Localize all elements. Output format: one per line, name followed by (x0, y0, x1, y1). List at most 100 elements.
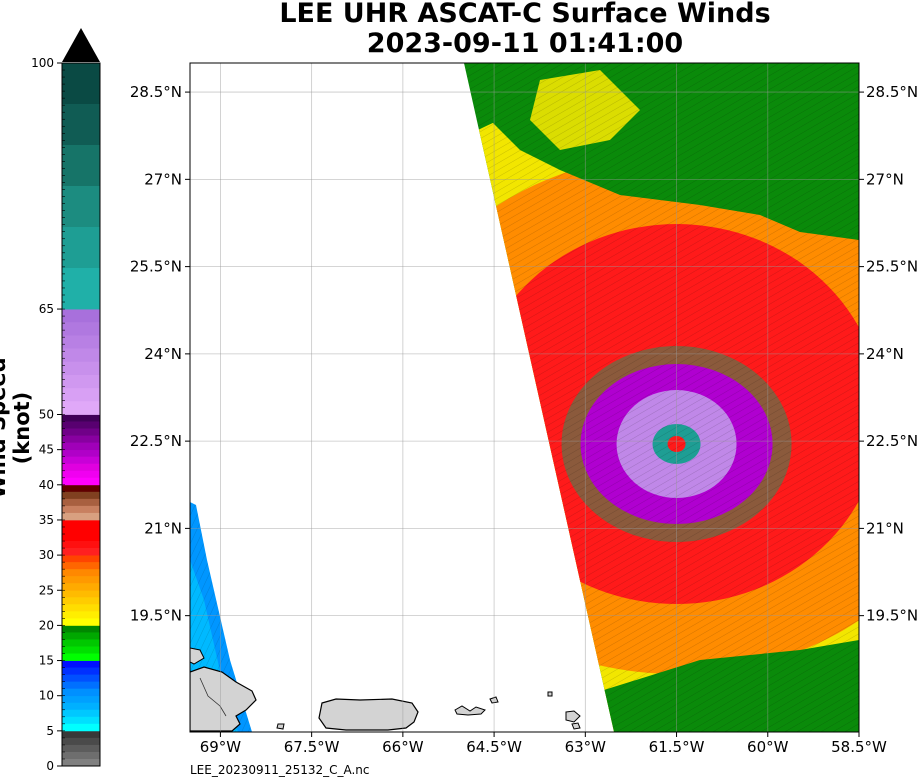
colorbar-swatch-7-3 (62, 505, 100, 514)
lon-tick-label: 66°W (382, 738, 424, 756)
colorbar-swatch-5-1 (62, 562, 100, 570)
land-masses (190, 647, 581, 732)
lon-tick-label: 63°W (565, 738, 607, 756)
colorbar-swatch-7-2 (62, 498, 100, 507)
colorbar-swatch-10-1 (62, 322, 100, 336)
lat-tick-label-right: 24°N (866, 345, 904, 363)
colorbar-tick-label: 25 (39, 583, 54, 597)
colorbar-swatch-2-2 (62, 674, 100, 683)
colorbar-swatch-10-4 (62, 361, 100, 376)
colorbar-swatch-4-4 (62, 618, 100, 626)
colorbar-swatch-7-1 (62, 491, 100, 500)
plot-datetime: 2023-09-11 01:41:00 (366, 28, 684, 59)
colorbar-swatch-6-0 (62, 519, 100, 528)
colorbar-swatch-6-2 (62, 534, 100, 542)
source-filename: LEE_20230911_25132_C_A.nc (190, 763, 370, 777)
colorbar-swatch-1-0 (62, 695, 100, 704)
colorbar-swatch-5-2 (62, 569, 100, 577)
lat-tick-label-left: 27°N (144, 170, 182, 188)
colorbar-swatch-3-2 (62, 639, 100, 647)
lat-tick-label-left: 24°N (144, 345, 182, 363)
colorbar-swatch-0-1 (62, 737, 100, 746)
colorbar-swatch-8-1 (62, 456, 100, 465)
colorbar-tick-label: 45 (39, 443, 54, 457)
colorbar-swatch-8-4 (62, 477, 100, 486)
colorbar-swatch-4-0 (62, 590, 100, 598)
lat-tick-label-right: 19.5°N (866, 607, 918, 625)
st-barts-island (571, 722, 581, 730)
colorbar-tick-label: 20 (39, 618, 54, 632)
lat-tick-label-left: 21°N (144, 519, 182, 537)
longitude-axis: 69°W 67.5°W 66°W 64.5°W 63°W 61.5°W 60°W 58.5°W (200, 732, 887, 756)
colorbar-tick-label: 100 (31, 56, 54, 70)
colorbar-swatch-8-3 (62, 470, 100, 479)
colorbar-tick-label: 65 (39, 302, 54, 316)
colorbar-tick-label: 15 (39, 654, 54, 668)
lat-tick-label-right: 28.5°N (866, 83, 918, 101)
wind-speed-colorbar: 0 5 10 15 20 25 30 35 40 45 50 65 100 (31, 28, 101, 773)
colorbar-swatch-8-2 (62, 463, 100, 472)
colorbar-swatch-0-0 (62, 730, 100, 739)
colorbar-swatch-3-0 (62, 625, 100, 633)
colorbar-swatch-9-0 (62, 414, 100, 422)
lat-tick-label-left: 28.5°N (130, 83, 182, 101)
colorbar-swatch-1-2 (62, 709, 100, 718)
lon-tick-label: 58.5°W (831, 738, 887, 756)
colorbar-swatch-2-1 (62, 667, 100, 676)
colorbar-swatch-3-1 (62, 632, 100, 640)
lat-tick-label-left: 25.5°N (130, 258, 182, 276)
colorbar-swatch-7-4 (62, 512, 100, 521)
colorbar-swatch-9-3 (62, 435, 100, 444)
colorbar-swatch-5-0 (62, 555, 100, 563)
tortuga-island (190, 647, 205, 665)
colorbar-tick-label: 30 (39, 548, 54, 562)
colorbar-swatch-10-3 (62, 348, 100, 363)
colorbar-swatch-11-3 (62, 186, 100, 228)
colorbar-tick-label: 40 (39, 478, 54, 492)
colorbar-swatch-1-3 (62, 716, 100, 725)
colorbar-swatch-6-3 (62, 541, 100, 549)
colorbar-tick-label: 10 (39, 689, 54, 703)
colorbar-swatch-9-2 (62, 428, 100, 436)
colorbar-swatch-2-0 (62, 660, 100, 668)
virgin-islands (454, 705, 486, 716)
colorbar-swatch-3-3 (62, 646, 100, 654)
plot-title: LEE UHR ASCAT-C Surface Winds (279, 0, 771, 29)
colorbar-swatch-8-0 (62, 449, 100, 458)
colorbar-swatch-10-5 (62, 374, 100, 389)
colorbar-swatch-2-4 (62, 688, 100, 697)
mona-island (276, 723, 285, 730)
colorbar-swatch-2-3 (62, 681, 100, 690)
colorbar-tick-label: 0 (46, 759, 54, 773)
lat-tick-label-left: 19.5°N (130, 607, 182, 625)
colorbar-swatch-11-4 (62, 227, 100, 269)
colorbar-swatch-5-4 (62, 583, 100, 591)
border-line (199, 677, 227, 717)
colorbar-swatch-11-2 (62, 145, 100, 187)
colorbar-extend-arrow (62, 28, 100, 62)
st-martin-island (565, 710, 581, 723)
colorbar-swatch-0-2 (62, 744, 100, 753)
colorbar-swatch-5-3 (62, 576, 100, 584)
colorbar-swatch-6-4 (62, 548, 100, 556)
map-gridlines (190, 63, 859, 732)
puerto-rico-island (318, 698, 419, 731)
colorbar-swatch-4-2 (62, 604, 100, 612)
colorbar-swatch-0-4 (62, 758, 100, 767)
lon-tick-label: 69°W (200, 738, 242, 756)
latitude-axis: 19.5°N 19.5°N 21°N 21°N 22.5°N 22.5°N 24°N 24°N… (130, 83, 918, 625)
colorbar-swatch-3-4 (62, 653, 100, 661)
colorbar-swatch-11-1 (62, 104, 100, 146)
colorbar-swatch-10-0 (62, 309, 100, 323)
colorbar-swatch-1-1 (62, 702, 100, 711)
map-frame (189, 62, 860, 733)
colorbar-tick-label: 50 (39, 408, 54, 422)
colorbar-swatch-10-2 (62, 335, 100, 349)
lon-tick-label: 64.5°W (466, 738, 522, 756)
lon-tick-label: 67.5°W (284, 738, 340, 756)
colorbar-swatch-11-5 (62, 268, 100, 310)
colorbar-swatch-9-1 (62, 421, 100, 429)
wind-map: 69°W 67.5°W 66°W 64.5°W 63°W 61.5°W 60°W 58.5°W… (130, 62, 918, 756)
lat-tick-label-right: 22.5°N (866, 432, 918, 450)
